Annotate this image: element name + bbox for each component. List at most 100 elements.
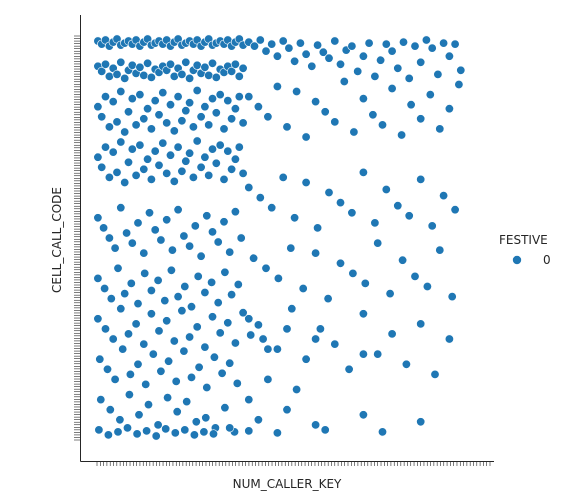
data-point <box>406 100 416 110</box>
data-point <box>301 132 311 142</box>
data-point <box>131 120 141 130</box>
data-point <box>173 205 183 215</box>
data-point <box>169 71 179 81</box>
data-point <box>116 203 126 213</box>
data-point <box>373 349 383 359</box>
data-point <box>311 334 321 344</box>
data-point <box>427 221 437 231</box>
data-point <box>416 57 426 67</box>
data-point <box>230 154 240 164</box>
data-point <box>122 228 132 238</box>
data-point <box>185 148 195 158</box>
data-point <box>131 170 141 180</box>
data-point <box>139 70 149 80</box>
data-point <box>344 364 354 374</box>
data-point <box>208 94 218 104</box>
data-point <box>100 283 110 293</box>
data-point <box>110 243 120 253</box>
data-point <box>145 208 155 218</box>
data-point <box>143 104 153 114</box>
data-point <box>116 304 126 314</box>
data-point <box>339 77 349 87</box>
data-point <box>181 106 191 116</box>
data-point <box>430 369 440 379</box>
data-point <box>162 168 172 178</box>
data-point <box>192 60 202 70</box>
legend-marker <box>512 255 522 265</box>
data-point <box>156 366 166 376</box>
data-point <box>223 318 233 328</box>
data-point <box>193 271 203 281</box>
data-point <box>387 46 397 56</box>
data-point <box>200 102 210 112</box>
data-point <box>282 122 292 132</box>
data-point <box>97 66 107 76</box>
data-point <box>144 400 154 410</box>
data-point <box>187 302 197 312</box>
data-point <box>416 114 426 124</box>
data-point <box>164 356 174 366</box>
data-point <box>292 384 302 394</box>
data-point <box>208 58 218 68</box>
data-point <box>335 198 345 208</box>
data-point <box>360 278 370 288</box>
y-axis-label: CELL_CALL_CODE <box>50 187 64 293</box>
data-point <box>120 289 130 299</box>
data-point <box>244 183 254 193</box>
data-point <box>177 306 187 316</box>
data-point <box>180 425 190 435</box>
legend-title: FESTIVE <box>499 233 548 247</box>
data-point <box>202 211 212 221</box>
data-point <box>230 338 240 348</box>
data-point <box>217 368 227 378</box>
data-point <box>263 112 273 122</box>
data-point <box>416 174 426 184</box>
data-point <box>133 218 143 228</box>
data-point <box>263 374 273 384</box>
data-point <box>318 47 328 57</box>
data-point <box>103 364 113 374</box>
data-point <box>358 410 368 420</box>
data-point <box>192 136 202 146</box>
data-point <box>181 57 191 67</box>
data-point <box>215 90 225 100</box>
data-point <box>397 130 407 140</box>
data-point <box>116 137 126 147</box>
data-point <box>187 372 197 382</box>
data-point <box>132 429 142 439</box>
data-point <box>320 107 330 117</box>
data-point <box>292 87 302 97</box>
data-point <box>278 36 288 46</box>
data-point <box>123 423 133 433</box>
data-point <box>116 57 126 67</box>
legend-entry-label: 0 <box>543 253 551 267</box>
data-point <box>208 144 218 154</box>
data-point <box>153 420 163 430</box>
data-point <box>116 87 126 97</box>
data-point <box>368 110 378 120</box>
x-axis-ticks <box>96 461 491 466</box>
data-point <box>148 349 158 359</box>
data-point <box>181 156 191 166</box>
data-point <box>261 46 271 56</box>
data-point <box>422 281 432 291</box>
data-point <box>278 172 288 182</box>
data-point <box>177 69 187 79</box>
data-point <box>135 90 145 100</box>
data-point <box>393 63 403 73</box>
data-point <box>282 405 292 415</box>
data-point <box>385 289 395 299</box>
data-point <box>166 59 176 69</box>
data-point <box>209 429 219 439</box>
data-point <box>104 122 114 132</box>
data-point <box>146 174 156 184</box>
data-point <box>290 56 300 66</box>
data-point <box>439 191 449 201</box>
data-point <box>188 172 198 182</box>
data-point <box>244 314 254 324</box>
data-point <box>358 167 368 177</box>
data-point <box>236 233 246 243</box>
data-point <box>347 41 357 51</box>
data-point <box>324 53 334 63</box>
data-point <box>127 94 137 104</box>
